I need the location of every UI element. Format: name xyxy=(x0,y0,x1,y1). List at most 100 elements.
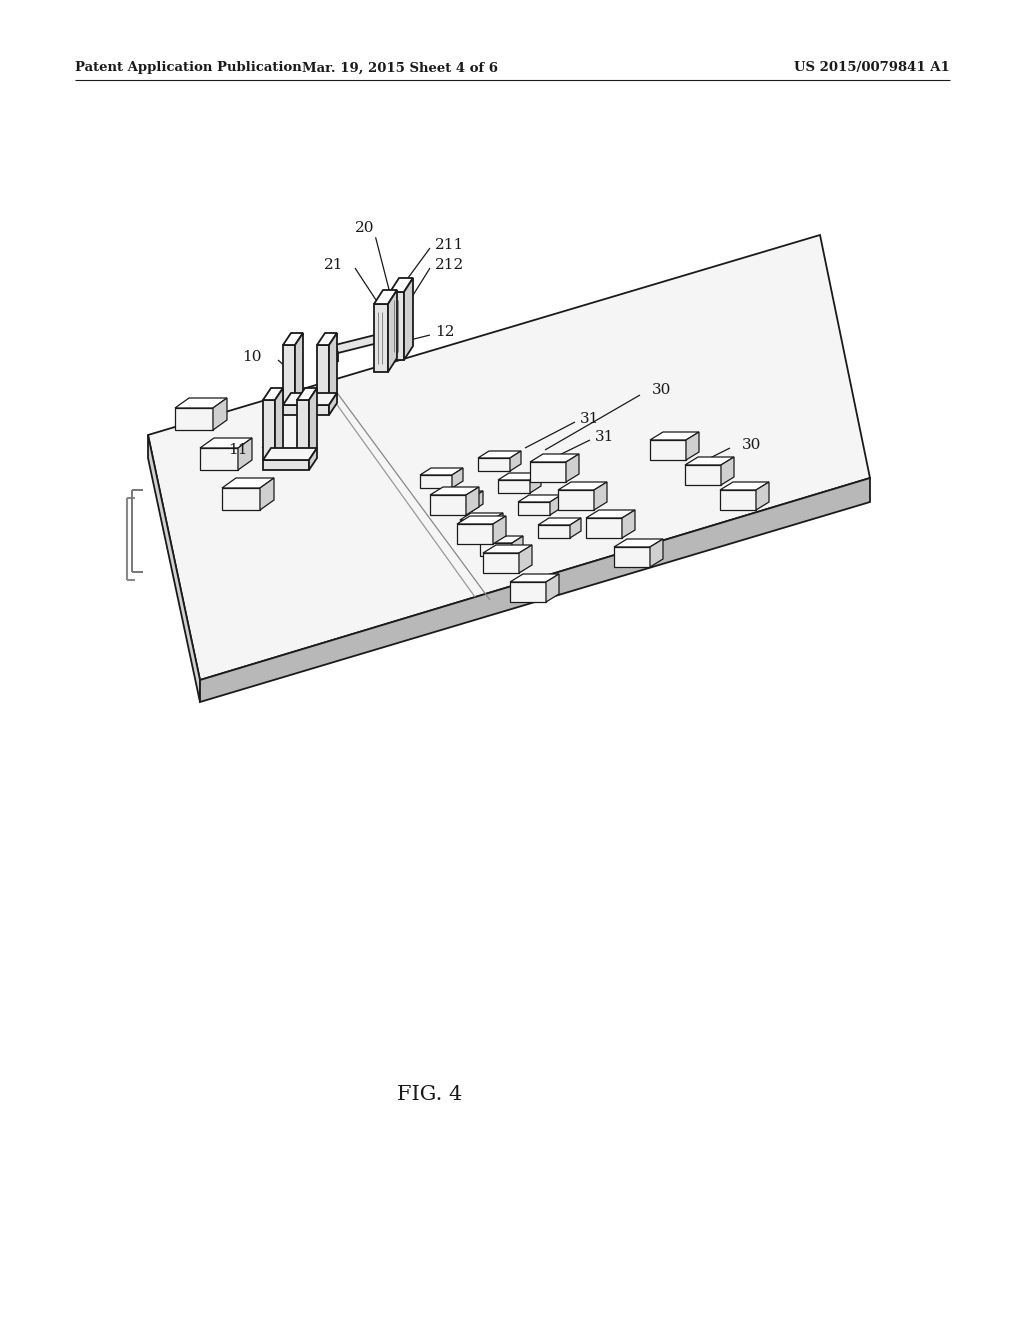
Polygon shape xyxy=(440,491,483,498)
Polygon shape xyxy=(650,539,663,568)
Text: US 2015/0079841 A1: US 2015/0079841 A1 xyxy=(795,62,950,74)
Polygon shape xyxy=(650,432,699,440)
Polygon shape xyxy=(685,465,721,484)
Polygon shape xyxy=(222,478,274,488)
Polygon shape xyxy=(466,487,479,515)
Polygon shape xyxy=(512,536,523,556)
Polygon shape xyxy=(260,478,274,510)
Polygon shape xyxy=(317,333,337,345)
Polygon shape xyxy=(622,510,635,539)
Polygon shape xyxy=(558,482,607,490)
Polygon shape xyxy=(148,235,870,680)
Text: FIG. 4: FIG. 4 xyxy=(397,1085,463,1105)
Polygon shape xyxy=(317,345,329,405)
Polygon shape xyxy=(550,495,561,515)
Polygon shape xyxy=(546,574,559,602)
Text: 30: 30 xyxy=(652,383,672,397)
Polygon shape xyxy=(594,482,607,510)
Polygon shape xyxy=(283,405,329,414)
Text: 12: 12 xyxy=(435,325,455,339)
Polygon shape xyxy=(720,482,769,490)
Polygon shape xyxy=(720,490,756,510)
Polygon shape xyxy=(538,525,570,539)
Polygon shape xyxy=(283,333,303,345)
Polygon shape xyxy=(614,546,650,568)
Polygon shape xyxy=(175,399,227,408)
Polygon shape xyxy=(530,454,579,462)
Polygon shape xyxy=(148,436,200,702)
Polygon shape xyxy=(222,488,260,510)
Polygon shape xyxy=(440,498,472,511)
Polygon shape xyxy=(420,469,463,475)
Polygon shape xyxy=(309,388,317,459)
Polygon shape xyxy=(457,516,506,524)
Text: 31: 31 xyxy=(580,412,599,426)
Polygon shape xyxy=(480,543,512,556)
Polygon shape xyxy=(430,495,466,515)
Polygon shape xyxy=(388,290,397,372)
Polygon shape xyxy=(498,473,541,480)
Polygon shape xyxy=(460,513,503,520)
Polygon shape xyxy=(283,345,295,405)
Polygon shape xyxy=(614,539,663,546)
Polygon shape xyxy=(721,457,734,484)
Polygon shape xyxy=(518,502,550,515)
Polygon shape xyxy=(510,574,559,582)
Polygon shape xyxy=(586,517,622,539)
Polygon shape xyxy=(283,393,337,405)
Polygon shape xyxy=(472,491,483,511)
Polygon shape xyxy=(175,408,213,430)
Polygon shape xyxy=(538,517,581,525)
Polygon shape xyxy=(309,447,317,470)
Polygon shape xyxy=(200,447,238,470)
Polygon shape xyxy=(510,451,521,471)
Polygon shape xyxy=(263,388,283,400)
Polygon shape xyxy=(498,480,530,492)
Text: 10: 10 xyxy=(243,350,262,364)
Text: 30: 30 xyxy=(742,438,762,451)
Polygon shape xyxy=(483,545,532,553)
Polygon shape xyxy=(558,490,594,510)
Text: 20: 20 xyxy=(355,220,375,235)
Polygon shape xyxy=(686,432,699,459)
Polygon shape xyxy=(452,469,463,488)
Polygon shape xyxy=(297,400,309,459)
Polygon shape xyxy=(460,520,492,533)
Polygon shape xyxy=(295,333,303,405)
Polygon shape xyxy=(200,438,252,447)
Text: Mar. 19, 2015 Sheet 4 of 6: Mar. 19, 2015 Sheet 4 of 6 xyxy=(302,62,498,74)
Polygon shape xyxy=(335,330,398,352)
Polygon shape xyxy=(374,304,388,372)
Polygon shape xyxy=(478,451,521,458)
Polygon shape xyxy=(390,292,404,360)
Text: 31: 31 xyxy=(595,430,614,444)
Polygon shape xyxy=(650,440,686,459)
Polygon shape xyxy=(430,487,479,495)
Polygon shape xyxy=(530,473,541,492)
Polygon shape xyxy=(492,513,503,533)
Polygon shape xyxy=(586,510,635,517)
Polygon shape xyxy=(457,524,493,544)
Polygon shape xyxy=(335,345,338,362)
Polygon shape xyxy=(478,458,510,471)
Polygon shape xyxy=(390,279,413,292)
Text: 211: 211 xyxy=(435,238,464,252)
Text: Patent Application Publication: Patent Application Publication xyxy=(75,62,302,74)
Polygon shape xyxy=(530,462,566,482)
Polygon shape xyxy=(275,388,283,459)
Text: 212: 212 xyxy=(435,257,464,272)
Polygon shape xyxy=(213,399,227,430)
Polygon shape xyxy=(420,475,452,488)
Polygon shape xyxy=(518,495,561,502)
Polygon shape xyxy=(483,553,519,573)
Polygon shape xyxy=(297,388,317,400)
Polygon shape xyxy=(519,545,532,573)
Polygon shape xyxy=(480,536,523,543)
Polygon shape xyxy=(685,457,734,465)
Polygon shape xyxy=(374,290,397,304)
Text: 11: 11 xyxy=(228,444,248,457)
Polygon shape xyxy=(329,333,337,405)
Polygon shape xyxy=(510,582,546,602)
Polygon shape xyxy=(200,478,870,702)
Polygon shape xyxy=(263,400,275,459)
